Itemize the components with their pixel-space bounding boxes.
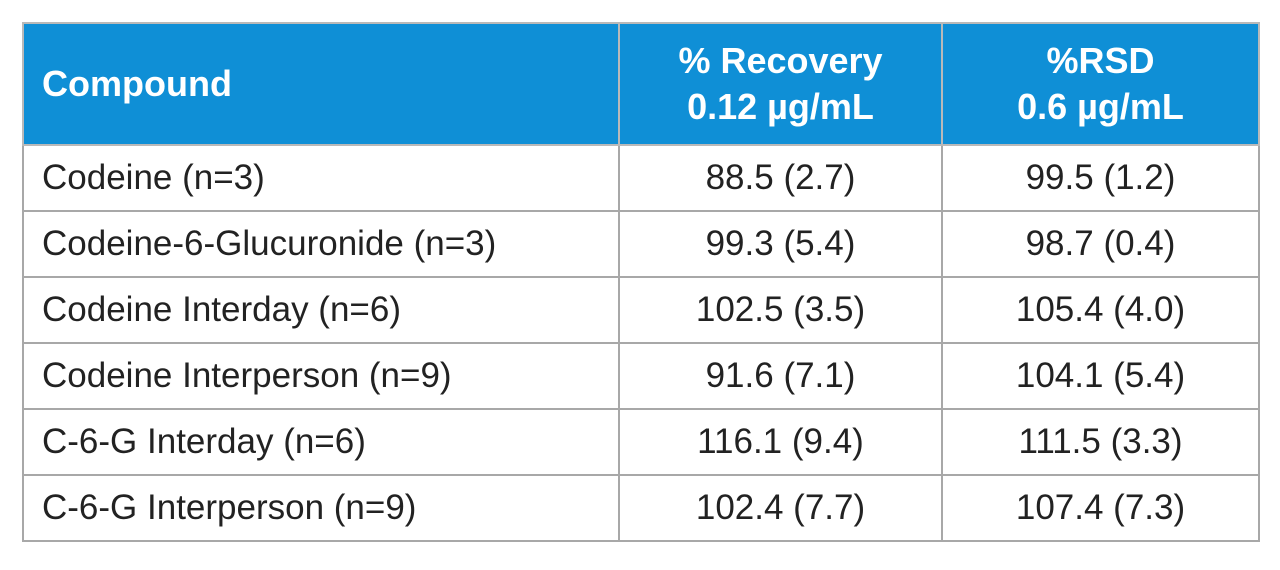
cell-compound: Codeine (n=3) — [22, 144, 620, 212]
header-recovery-line2: 0.12 µg/mL — [687, 86, 874, 127]
table-row: C-6-G Interday (n=6) 116.1 (9.4) 111.5 (… — [22, 408, 1260, 476]
header-rsd-line2: 0.6 µg/mL — [1017, 86, 1184, 127]
cell-recovery: 91.6 (7.1) — [618, 342, 943, 410]
table-body: Codeine (n=3) 88.5 (2.7) 99.5 (1.2) Code… — [22, 144, 1260, 542]
results-table-container: Compound % Recovery 0.12 µg/mL %RSD 0.6 … — [22, 22, 1260, 542]
cell-recovery: 102.5 (3.5) — [618, 276, 943, 344]
cell-compound: Codeine-6-Glucuronide (n=3) — [22, 210, 620, 278]
cell-compound: C-6-G Interperson (n=9) — [22, 474, 620, 542]
cell-compound: C-6-G Interday (n=6) — [22, 408, 620, 476]
results-table: Compound % Recovery 0.12 µg/mL %RSD 0.6 … — [22, 22, 1260, 542]
header-recovery-line1: % Recovery — [678, 40, 883, 81]
cell-compound: Codeine Interday (n=6) — [22, 276, 620, 344]
table-row: Codeine Interperson (n=9) 91.6 (7.1) 104… — [22, 342, 1260, 410]
cell-recovery: 88.5 (2.7) — [618, 144, 943, 212]
cell-rsd: 111.5 (3.3) — [941, 408, 1260, 476]
table-row: Codeine Interday (n=6) 102.5 (3.5) 105.4… — [22, 276, 1260, 344]
header-rsd: %RSD 0.6 µg/mL — [941, 22, 1260, 146]
header-compound: Compound — [22, 22, 620, 146]
header-rsd-line1: %RSD — [1046, 40, 1155, 81]
cell-recovery: 102.4 (7.7) — [618, 474, 943, 542]
cell-compound: Codeine Interperson (n=9) — [22, 342, 620, 410]
cell-recovery: 116.1 (9.4) — [618, 408, 943, 476]
cell-rsd: 99.5 (1.2) — [941, 144, 1260, 212]
table-row: Codeine-6-Glucuronide (n=3) 99.3 (5.4) 9… — [22, 210, 1260, 278]
header-recovery: % Recovery 0.12 µg/mL — [618, 22, 943, 146]
table-header: Compound % Recovery 0.12 µg/mL %RSD 0.6 … — [22, 22, 1260, 146]
cell-recovery: 99.3 (5.4) — [618, 210, 943, 278]
table-row: Codeine (n=3) 88.5 (2.7) 99.5 (1.2) — [22, 144, 1260, 212]
cell-rsd: 98.7 (0.4) — [941, 210, 1260, 278]
table-row: C-6-G Interperson (n=9) 102.4 (7.7) 107.… — [22, 474, 1260, 542]
header-row: Compound % Recovery 0.12 µg/mL %RSD 0.6 … — [22, 22, 1260, 146]
cell-rsd: 104.1 (5.4) — [941, 342, 1260, 410]
cell-rsd: 105.4 (4.0) — [941, 276, 1260, 344]
cell-rsd: 107.4 (7.3) — [941, 474, 1260, 542]
